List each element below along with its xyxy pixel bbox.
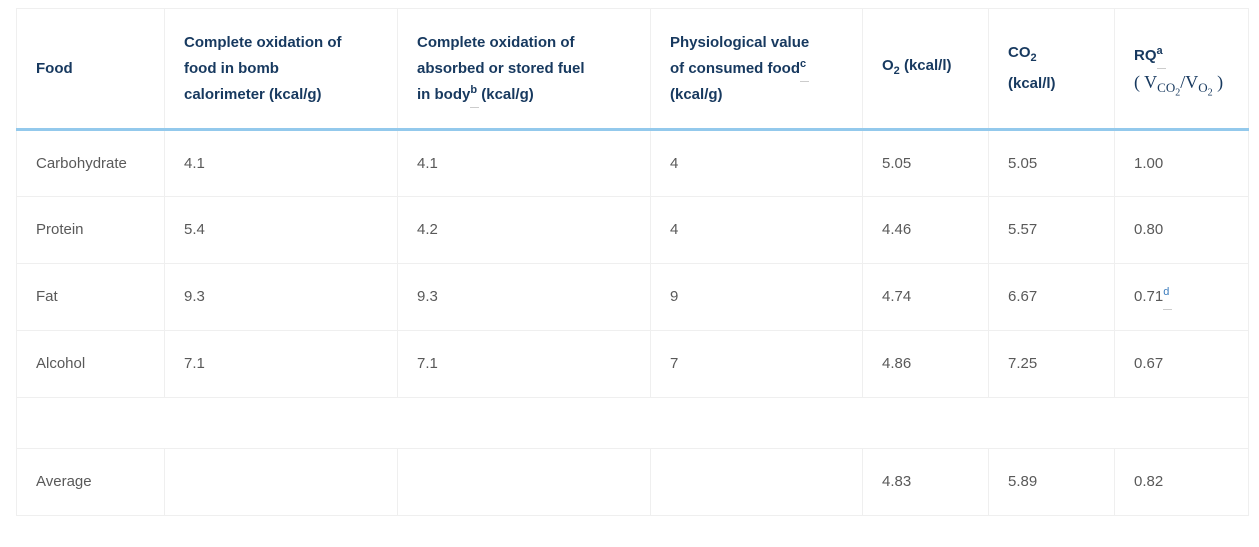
cell-rq: 0.67 xyxy=(1114,330,1249,398)
math-co: CO xyxy=(1157,80,1176,96)
cell-o2: 4.83 xyxy=(862,448,989,516)
cell-co2: 6.67 xyxy=(988,263,1115,331)
co2-symbol: CO xyxy=(1008,44,1031,61)
cell-bomb: 9.3 xyxy=(164,263,398,331)
header-text: of consumed food xyxy=(670,59,800,77)
math-two: 2 xyxy=(1175,87,1181,99)
cell-food: Carbohydrate xyxy=(16,129,165,197)
cell-food: Fat xyxy=(16,263,165,331)
col-header-o2: O2 (kcal/l) xyxy=(862,8,989,131)
spacer-cell xyxy=(16,397,1249,449)
table-row-protein: Protein 5.4 4.2 4 4.46 5.57 0.80 xyxy=(16,196,1249,264)
table-row-fat: Fat 9.3 9.3 9 4.74 6.67 0.71d xyxy=(16,263,1249,331)
footnote-ref-d[interactable]: d xyxy=(1163,286,1170,298)
cell-body-fuel xyxy=(397,448,651,516)
rq-label: RQ xyxy=(1134,46,1157,64)
cell-co2: 5.05 xyxy=(988,129,1115,197)
cell-bomb: 7.1 xyxy=(164,330,398,398)
col-header-physiological-value: Physiological value of consumed foodc (k… xyxy=(650,8,863,131)
cell-physio: 4 xyxy=(650,196,863,264)
footnote-ref-a[interactable]: a xyxy=(1156,44,1163,57)
co2-unit: (kcal/l) xyxy=(1008,75,1056,92)
rq-formula: ( VCO2/VO2 ) xyxy=(1134,69,1229,99)
cell-co2: 7.25 xyxy=(988,330,1115,398)
cell-food: Average xyxy=(16,448,165,516)
cell-o2: 4.74 xyxy=(862,263,989,331)
cell-o2: 5.05 xyxy=(862,129,989,197)
cell-rq: 0.82 xyxy=(1114,448,1249,516)
cell-food: Alcohol xyxy=(16,330,165,398)
cell-body-fuel: 4.1 xyxy=(397,129,651,197)
table-header: Food Complete oxidation of food in bomb … xyxy=(16,8,1249,131)
math-lparen: ( xyxy=(1134,71,1145,92)
col-header-bomb-calorimeter: Complete oxidation of food in bomb calor… xyxy=(164,8,398,131)
cell-body-fuel: 4.2 xyxy=(397,196,651,264)
math-v: V xyxy=(1144,71,1158,92)
header-line: RQa xyxy=(1134,43,1229,69)
header-line: CO2 xyxy=(1008,40,1095,71)
header-line: in bodyb (kcal/g) xyxy=(417,82,631,108)
cell-co2: 5.57 xyxy=(988,196,1115,264)
cell-food: Protein xyxy=(16,196,165,264)
cell-physio: 7 xyxy=(650,330,863,398)
col-header-body-fuel: Complete oxidation of absorbed or stored… xyxy=(397,8,651,131)
co2-subscript: 2 xyxy=(1030,52,1037,64)
cell-o2: 4.86 xyxy=(862,330,989,398)
table-body: Carbohydrate 4.1 4.1 4 5.05 5.05 1.00 Pr… xyxy=(16,129,1249,516)
col-header-food: Food xyxy=(16,8,165,131)
header-line: (kcal/g) xyxy=(670,85,723,103)
col-header-food-label: Food xyxy=(36,59,73,77)
cell-rq: 0.71d xyxy=(1114,263,1249,331)
footnote-ref-c[interactable]: c xyxy=(800,57,807,70)
header-line: Physiological value xyxy=(670,33,810,51)
cell-body-fuel: 7.1 xyxy=(397,330,651,398)
o2-symbol: O xyxy=(882,57,894,74)
cell-bomb: 5.4 xyxy=(164,196,398,264)
col-header-co2: CO2 (kcal/l) xyxy=(988,8,1115,131)
cell-rq: 1.00 xyxy=(1114,129,1249,197)
cell-physio: 4 xyxy=(650,129,863,197)
table-row-carbohydrate: Carbohydrate 4.1 4.1 4 5.05 5.05 1.00 xyxy=(16,129,1249,197)
header-line: absorbed or stored fuel xyxy=(417,59,585,77)
col-header-rq: RQa ( VCO2/VO2 ) xyxy=(1114,8,1249,131)
cell-physio: 9 xyxy=(650,263,863,331)
o2-unit: (kcal/l) xyxy=(899,57,952,74)
cell-bomb xyxy=(164,448,398,516)
cell-co2: 5.89 xyxy=(988,448,1115,516)
rq-value: 0.71 xyxy=(1134,288,1164,305)
cell-body-fuel: 9.3 xyxy=(397,263,651,331)
cell-rq: 0.80 xyxy=(1114,196,1249,264)
math-two: 2 xyxy=(1207,87,1213,99)
header-line: Complete oxidation of xyxy=(417,33,575,51)
average-row: Average 4.83 5.89 0.82 xyxy=(16,448,1249,516)
math-o: O xyxy=(1198,80,1208,96)
table-row-alcohol: Alcohol 7.1 7.1 7 4.86 7.25 0.67 xyxy=(16,330,1249,398)
header-text: in body xyxy=(417,85,471,103)
math-slash: / xyxy=(1180,71,1186,92)
math-sub-o2: O2 xyxy=(1198,80,1212,98)
math-v: V xyxy=(1185,71,1199,92)
header-row: Food Complete oxidation of food in bomb … xyxy=(16,8,1249,131)
o2-subscript: 2 xyxy=(893,65,900,77)
footnote-ref-b[interactable]: b xyxy=(470,83,478,96)
cell-o2: 4.46 xyxy=(862,196,989,264)
header-line: food in bomb xyxy=(184,59,279,77)
header-text: (kcal/g) xyxy=(477,85,534,103)
spacer-row xyxy=(16,397,1249,449)
cell-bomb: 4.1 xyxy=(164,129,398,197)
header-line: calorimeter (kcal/g) xyxy=(184,85,322,103)
cell-physio xyxy=(650,448,863,516)
header-line: of consumed foodc xyxy=(670,56,843,82)
math-sub-co2: CO2 xyxy=(1157,80,1180,98)
math-rparen: ) xyxy=(1212,71,1224,92)
header-line: Complete oxidation of xyxy=(184,33,342,51)
page: Food Complete oxidation of food in bomb … xyxy=(0,8,1259,547)
food-energy-table: Food Complete oxidation of food in bomb … xyxy=(16,8,1249,516)
